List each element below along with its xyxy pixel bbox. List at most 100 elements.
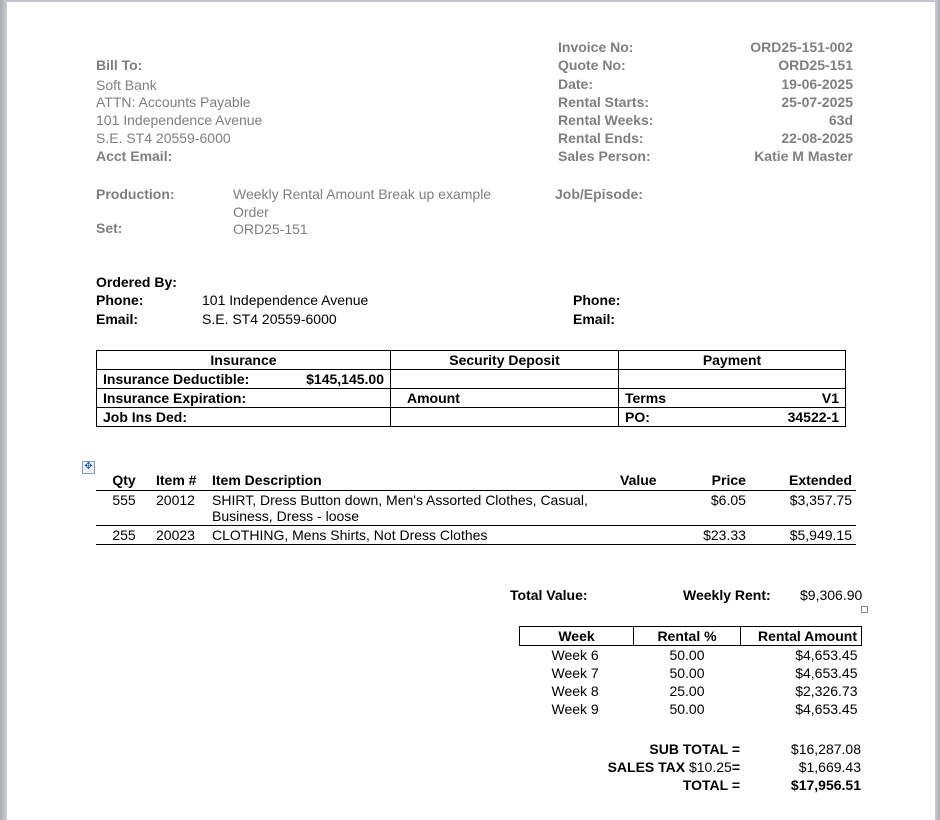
- description-line1: SHIRT, Dress Button down, Men's Assorted…: [212, 492, 588, 508]
- sales-person-value: Katie M Master: [754, 148, 853, 164]
- sales-tax-value: $1,669.43: [798, 759, 861, 775]
- bill-to-label: Bill To:: [96, 57, 143, 73]
- item-description-cell: SHIRT, Dress Button down, Men's Assorted…: [208, 490, 616, 526]
- sales-person-label: Sales Person:: [558, 148, 651, 164]
- insurance-deductible-label: Insurance Deductible:: [103, 371, 250, 387]
- weekly-rent-label: Weekly Rent:: [683, 587, 771, 603]
- terms-value: V1: [821, 390, 839, 406]
- table-row: Week 9 50.00 $4,653.45: [520, 700, 862, 718]
- terms-cell: Terms V1: [618, 388, 846, 408]
- rental-amount-cell: $4,653.45: [795, 701, 858, 717]
- set-label: Set:: [96, 220, 123, 236]
- rental-amount-cell: $4,653.45: [795, 647, 858, 663]
- insurance-deductible-cell: Insurance Deductible: $145,145.00: [96, 369, 391, 389]
- bill-to-attn: ATTN: Accounts Payable: [96, 94, 251, 110]
- rental-weeks-label: Rental Weeks:: [558, 112, 654, 128]
- production-value-line2: Order: [233, 204, 269, 220]
- security-deposit-header: Security Deposit: [390, 350, 619, 370]
- rental-weeks-value: 63d: [828, 112, 853, 128]
- extended-cell: $5,949.15: [749, 525, 856, 545]
- ordered-by-label: Ordered By:: [96, 274, 177, 290]
- price-cell: $6.05: [674, 490, 750, 526]
- quote-no-value: ORD25-151: [778, 57, 853, 73]
- week-cell: Week 8: [551, 683, 599, 699]
- security-deposit-cell: [390, 369, 619, 389]
- table-resize-handle-icon[interactable]: [861, 606, 868, 613]
- email2-label: Email:: [573, 311, 616, 327]
- set-value: ORD25-151: [233, 221, 308, 237]
- bill-to-name: Soft Bank: [96, 77, 157, 93]
- insurance-expiration-label: Insurance Expiration:: [96, 388, 391, 408]
- total-label: TOTAL =: [682, 777, 740, 793]
- qty-cell: 555: [96, 490, 152, 526]
- insurance-header: Insurance: [96, 350, 391, 370]
- value-cell: [616, 490, 674, 526]
- phone-label: Phone:: [96, 292, 144, 308]
- production-label: Production:: [96, 186, 175, 202]
- rental-ends-value: 22-08-2025: [781, 130, 853, 146]
- extended-cell: $3,357.75: [749, 490, 856, 526]
- rental-starts-label: Rental Starts:: [558, 94, 650, 110]
- value-header: Value: [620, 472, 657, 488]
- acct-email-label: Acct Email:: [96, 148, 173, 164]
- job-episode-label: Job/Episode:: [555, 186, 643, 202]
- po-label: PO:: [625, 409, 650, 425]
- qty-cell: 255: [96, 525, 152, 545]
- total-value: $17,956.51: [790, 777, 861, 793]
- sales-tax-equals: =: [731, 759, 740, 775]
- bill-to-address2: S.E. ST4 20559-6000: [96, 130, 231, 146]
- insurance-table: Insurance Security Deposit Payment Insur…: [96, 350, 846, 427]
- po-cell: PO: 34522-1: [618, 407, 846, 427]
- total-value-label: Total Value:: [510, 587, 588, 603]
- items-table: Qty Item # Item Description Value Price …: [96, 470, 856, 545]
- description-line2: Business, Dress - loose: [212, 508, 360, 524]
- weekly-rental-table: Week Rental % Rental Amount Week 6 50.00 $…: [519, 626, 862, 718]
- item-number-cell: 20012: [152, 490, 208, 526]
- email-value: S.E. ST4 20559-6000: [202, 311, 337, 327]
- table-row: Week 7 50.00 $4,653.45: [520, 664, 862, 682]
- qty-header: Qty: [112, 472, 136, 488]
- amount-cell: [390, 407, 619, 427]
- job-ins-ded-label: Job Ins Ded:: [96, 407, 391, 427]
- value-cell: [616, 525, 674, 545]
- rental-starts-value: 25-07-2025: [781, 94, 853, 110]
- phone2-label: Phone:: [573, 292, 621, 308]
- rental-amount-cell: $4,653.45: [795, 665, 858, 681]
- rental-percent-cell: 25.00: [669, 683, 705, 699]
- item-number-cell: 20023: [152, 525, 208, 545]
- week-header: Week: [519, 626, 634, 646]
- rental-ends-label: Rental Ends:: [558, 130, 644, 146]
- phone-value: 101 Independence Avenue: [202, 292, 369, 308]
- table-row: Week 6 50.00 $4,653.45: [520, 646, 862, 665]
- sales-tax-rate: $10.25: [688, 759, 732, 775]
- rental-percent-cell: 50.00: [669, 701, 705, 717]
- payment-header: Payment: [618, 350, 846, 370]
- rental-amount-cell: $2,326.73: [795, 683, 858, 699]
- week-cell: Week 6: [551, 647, 599, 663]
- subtotal-value: $16,287.08: [790, 741, 861, 757]
- price-cell: $23.33: [674, 525, 750, 545]
- rental-amount-header: Rental Amount: [740, 626, 862, 646]
- item-number-header: Item #: [156, 472, 197, 488]
- week-cell: Week 9: [551, 701, 599, 717]
- table-row: 555 20012 SHIRT, Dress Button down, Men'…: [96, 490, 856, 526]
- rental-percent-header: Rental %: [633, 626, 741, 646]
- terms-label: Terms: [625, 390, 666, 406]
- week-cell: Week 7: [551, 665, 599, 681]
- sales-tax-label: SALES TAX: [607, 759, 686, 775]
- table-move-handle-icon[interactable]: ✥: [82, 461, 95, 474]
- po-value: 34522-1: [787, 409, 839, 425]
- price-header: Price: [711, 472, 746, 488]
- invoice-no-label: Invoice No:: [558, 39, 634, 55]
- bill-to-address1: 101 Independence Avenue: [96, 112, 263, 128]
- weekly-rent-value: $9,306.90: [800, 587, 863, 603]
- date-label: Date:: [558, 76, 594, 92]
- production-value-line1: Weekly Rental Amount Break up example: [233, 186, 492, 202]
- item-description-cell: CLOTHING, Mens Shirts, Not Dress Clothes: [208, 525, 616, 545]
- sales-tax-line: SALES TAX $10.25=: [608, 759, 740, 775]
- quote-no-label: Quote No:: [558, 57, 626, 73]
- window-top-border: [0, 0, 940, 2]
- item-description-header: Item Description: [212, 472, 322, 488]
- table-row: Week 8 25.00 $2,326.73: [520, 682, 862, 700]
- invoice-no-value: ORD25-151-002: [750, 39, 853, 55]
